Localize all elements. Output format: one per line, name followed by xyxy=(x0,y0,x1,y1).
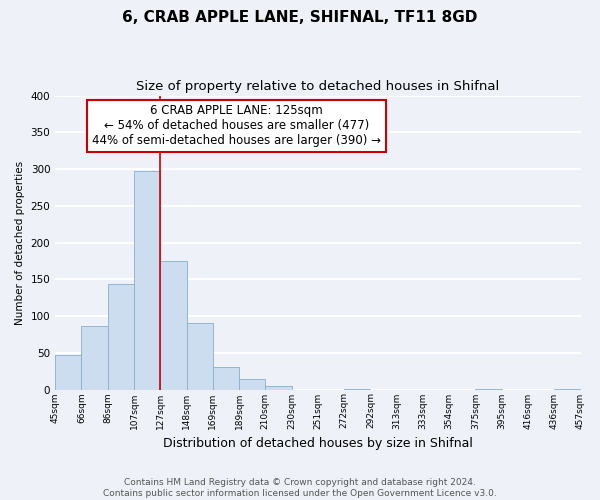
Bar xyxy=(554,389,581,390)
Bar xyxy=(344,389,370,390)
Text: Contains HM Land Registry data © Crown copyright and database right 2024.
Contai: Contains HM Land Registry data © Crown c… xyxy=(103,478,497,498)
Bar xyxy=(265,386,292,390)
Bar xyxy=(160,261,187,390)
Bar xyxy=(134,171,160,390)
Bar xyxy=(55,355,82,390)
Title: Size of property relative to detached houses in Shifnal: Size of property relative to detached ho… xyxy=(136,80,499,93)
Bar xyxy=(213,368,239,390)
Bar xyxy=(239,379,265,390)
X-axis label: Distribution of detached houses by size in Shifnal: Distribution of detached houses by size … xyxy=(163,437,473,450)
Y-axis label: Number of detached properties: Number of detached properties xyxy=(15,160,25,324)
Text: 6 CRAB APPLE LANE: 125sqm
← 54% of detached houses are smaller (477)
44% of semi: 6 CRAB APPLE LANE: 125sqm ← 54% of detac… xyxy=(92,104,381,148)
Bar xyxy=(187,322,213,390)
Bar xyxy=(475,389,502,390)
Text: 6, CRAB APPLE LANE, SHIFNAL, TF11 8GD: 6, CRAB APPLE LANE, SHIFNAL, TF11 8GD xyxy=(122,10,478,25)
Bar xyxy=(82,326,108,390)
Bar xyxy=(108,284,134,390)
